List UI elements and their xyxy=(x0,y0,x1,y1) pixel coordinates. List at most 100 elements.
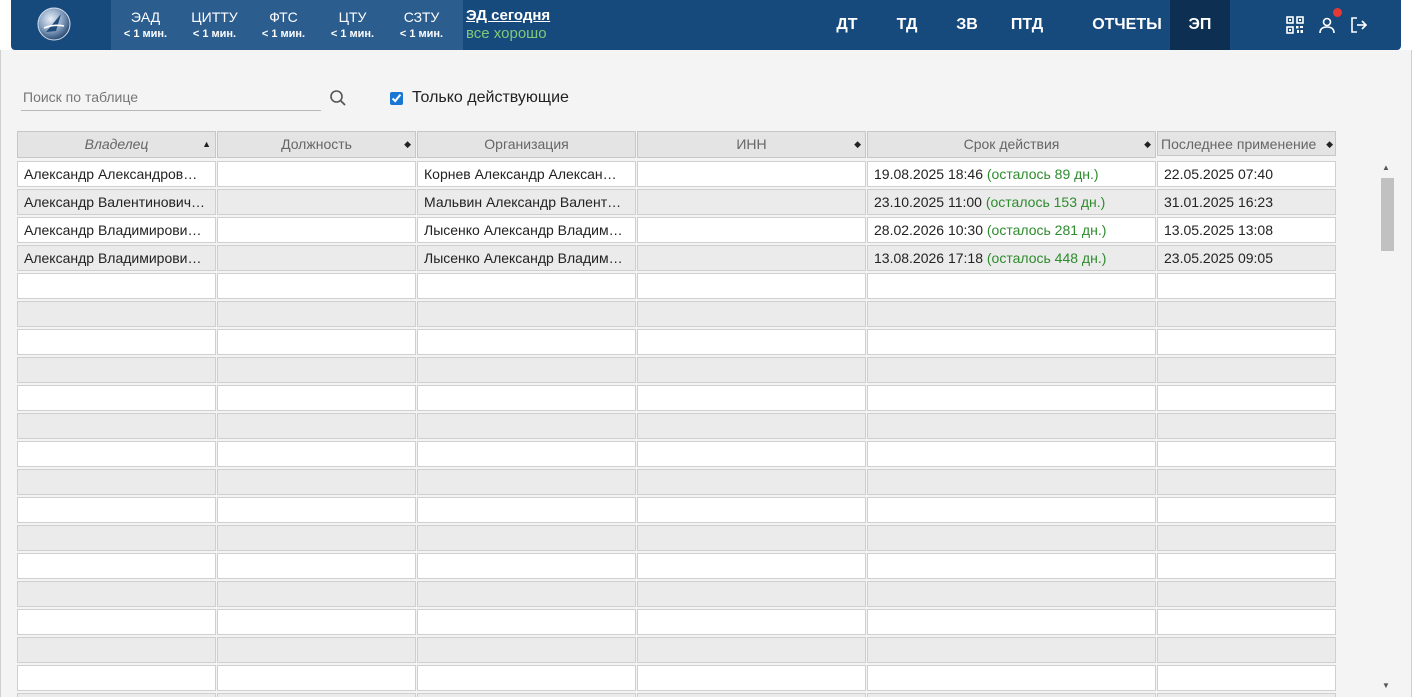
cell-last-used[interactable] xyxy=(1157,385,1336,411)
column-header-position[interactable]: Должность ◆ xyxy=(217,131,416,158)
cell-inn[interactable] xyxy=(637,329,866,355)
cell-valid-until[interactable]: 23.10.2025 11:00 (осталось 153 дн.) xyxy=(867,189,1156,215)
cell-position[interactable] xyxy=(217,273,416,299)
cell-inn[interactable] xyxy=(637,553,866,579)
cell-position[interactable] xyxy=(217,637,416,663)
cell-inn[interactable] xyxy=(637,469,866,495)
cell-last-used[interactable] xyxy=(1157,693,1336,697)
cell-last-used[interactable] xyxy=(1157,441,1336,467)
cell-inn[interactable] xyxy=(637,413,866,439)
cell-valid-until[interactable] xyxy=(867,609,1156,635)
nav-dt[interactable]: ДТ xyxy=(836,16,858,33)
scroll-down-arrow-icon[interactable]: ▼ xyxy=(1382,681,1390,690)
only-active-label[interactable]: Только действующие xyxy=(412,89,569,106)
cell-position[interactable] xyxy=(217,413,416,439)
table-row[interactable] xyxy=(17,301,1337,329)
cell-inn[interactable] xyxy=(637,385,866,411)
cell-valid-until[interactable] xyxy=(867,441,1156,467)
cell-inn[interactable] xyxy=(637,637,866,663)
cell-last-used[interactable] xyxy=(1157,497,1336,523)
cell-valid-until[interactable] xyxy=(867,357,1156,383)
cell-organization[interactable] xyxy=(417,693,636,697)
cell-last-used[interactable] xyxy=(1157,329,1336,355)
cell-owner[interactable] xyxy=(17,357,216,383)
cell-organization[interactable] xyxy=(417,581,636,607)
only-active-checkbox[interactable] xyxy=(390,91,403,105)
cell-owner[interactable] xyxy=(17,693,216,697)
cell-position[interactable] xyxy=(217,665,416,691)
cell-organization[interactable]: Корнев Александр Алексан… xyxy=(417,161,636,187)
table-row[interactable] xyxy=(17,581,1337,609)
cell-inn[interactable] xyxy=(637,665,866,691)
column-header-inn[interactable]: ИНН ◆ xyxy=(637,131,866,158)
table-row[interactable] xyxy=(17,609,1337,637)
cell-last-used[interactable] xyxy=(1157,357,1336,383)
cell-organization[interactable] xyxy=(417,357,636,383)
cell-last-used[interactable]: 31.01.2025 16:23 xyxy=(1157,189,1336,215)
cell-position[interactable] xyxy=(217,161,416,187)
cell-inn[interactable] xyxy=(637,525,866,551)
cell-inn[interactable] xyxy=(637,497,866,523)
cell-last-used[interactable] xyxy=(1157,665,1336,691)
logout-icon[interactable] xyxy=(1349,15,1369,35)
cell-position[interactable] xyxy=(217,553,416,579)
table-row[interactable] xyxy=(17,441,1337,469)
cell-inn[interactable] xyxy=(637,441,866,467)
scroll-up-arrow-icon[interactable]: ▲ xyxy=(1382,163,1390,172)
nav-ep[interactable]: ЭП xyxy=(1170,0,1230,50)
nav-zv[interactable]: ЗВ xyxy=(956,16,978,33)
cell-inn[interactable] xyxy=(637,273,866,299)
cell-valid-until[interactable] xyxy=(867,497,1156,523)
cell-organization[interactable]: Лысенко Александр Владим… xyxy=(417,217,636,243)
cell-inn[interactable] xyxy=(637,217,866,243)
cell-organization[interactable] xyxy=(417,553,636,579)
cell-owner[interactable]: Александр Валентинович… xyxy=(17,189,216,215)
cell-inn[interactable] xyxy=(637,161,866,187)
cell-last-used[interactable] xyxy=(1157,553,1336,579)
cell-organization[interactable]: Лысенко Александр Владим… xyxy=(417,245,636,271)
column-header-owner[interactable]: Владелец ▲ xyxy=(17,131,216,158)
cell-position[interactable] xyxy=(217,693,416,697)
cell-organization[interactable] xyxy=(417,273,636,299)
cell-organization[interactable] xyxy=(417,441,636,467)
cell-inn[interactable] xyxy=(637,581,866,607)
nav-reports[interactable]: ОТЧЕТЫ xyxy=(1092,16,1162,33)
cell-organization[interactable] xyxy=(417,637,636,663)
cell-position[interactable] xyxy=(217,525,416,551)
table-row[interactable] xyxy=(17,665,1337,693)
table-row[interactable] xyxy=(17,525,1337,553)
cell-last-used[interactable]: 22.05.2025 07:40 xyxy=(1157,161,1336,187)
service-status-citty[interactable]: ЦИТТУ < 1 мин. xyxy=(180,0,249,50)
table-row[interactable] xyxy=(17,553,1337,581)
cell-position[interactable] xyxy=(217,357,416,383)
cell-owner[interactable] xyxy=(17,553,216,579)
column-header-last-used[interactable]: Последнее применение ◆ xyxy=(1157,131,1336,156)
table-row[interactable] xyxy=(17,273,1337,301)
cell-position[interactable] xyxy=(217,441,416,467)
cell-last-used[interactable]: 13.05.2025 13:08 xyxy=(1157,217,1336,243)
sort-icon[interactable]: ◆ xyxy=(1326,139,1333,149)
cell-inn[interactable] xyxy=(637,301,866,327)
cell-position[interactable] xyxy=(217,581,416,607)
cell-valid-until[interactable] xyxy=(867,329,1156,355)
table-row[interactable] xyxy=(17,385,1337,413)
cell-valid-until[interactable] xyxy=(867,273,1156,299)
cell-inn[interactable] xyxy=(637,357,866,383)
table-row[interactable]: Александр Владимирови… Лысенко Александр … xyxy=(17,217,1337,245)
cell-valid-until[interactable] xyxy=(867,665,1156,691)
cell-organization[interactable] xyxy=(417,525,636,551)
cell-valid-until[interactable] xyxy=(867,553,1156,579)
cell-owner[interactable]: Александр Александров… xyxy=(17,161,216,187)
cell-organization[interactable] xyxy=(417,497,636,523)
cell-valid-until[interactable] xyxy=(867,581,1156,607)
column-header-organization[interactable]: Организация xyxy=(417,131,636,158)
table-row[interactable]: Александр Валентинович… Мальвин Александр… xyxy=(17,189,1337,217)
cell-last-used[interactable] xyxy=(1157,525,1336,551)
cell-position[interactable] xyxy=(217,301,416,327)
cell-organization[interactable] xyxy=(417,665,636,691)
only-active-filter[interactable]: Только действующие xyxy=(390,89,569,107)
cell-owner[interactable] xyxy=(17,273,216,299)
cell-last-used[interactable] xyxy=(1157,609,1336,635)
cell-position[interactable] xyxy=(217,189,416,215)
cell-organization[interactable]: Мальвин Александр Валент… xyxy=(417,189,636,215)
